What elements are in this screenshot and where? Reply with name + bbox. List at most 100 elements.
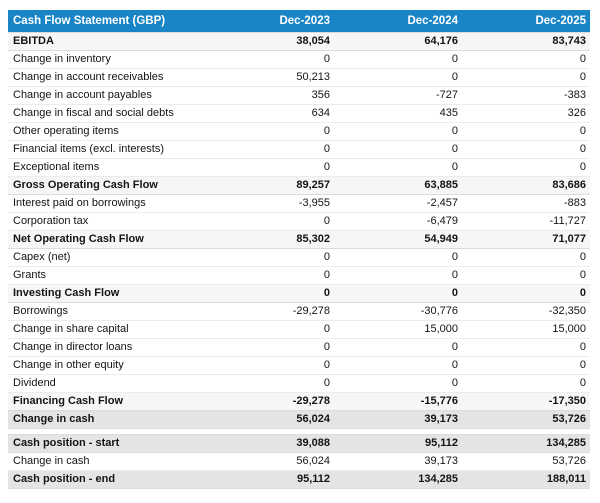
row-label: Exceptional items: [8, 158, 206, 177]
cell-value: 0: [334, 248, 462, 267]
cell-value: 0: [334, 266, 462, 285]
table-row: Change in inventory 0 0 0: [8, 50, 590, 69]
cell-value: -15,776: [334, 391, 462, 411]
table-row: Grants 0 0 0: [8, 266, 590, 285]
cell-value: 0: [206, 356, 334, 375]
cell-value: 0: [206, 320, 334, 339]
cell-value: 0: [206, 158, 334, 177]
cell-value: -383: [462, 86, 590, 105]
table-row: Capex (net) 0 0 0: [8, 248, 590, 267]
row-label: Interest paid on borrowings: [8, 194, 206, 213]
row-label: Dividend: [8, 374, 206, 393]
cell-value: 0: [462, 50, 590, 69]
cell-value: -6,479: [334, 212, 462, 231]
cell-value: 89,257: [206, 175, 334, 195]
spacer-cell: [8, 428, 590, 434]
cell-value: 39,173: [334, 452, 462, 471]
row-label: Borrowings: [8, 302, 206, 321]
cell-value: 64,176: [334, 31, 462, 51]
row-label: Change in fiscal and social debts: [8, 104, 206, 123]
cell-value: 0: [206, 266, 334, 285]
row-label: Change in account receivables: [8, 68, 206, 87]
table-row: Exceptional items 0 0 0: [8, 158, 590, 177]
cell-value: -17,350: [462, 391, 590, 411]
cell-value: 0: [334, 68, 462, 87]
cell-value: 0: [206, 122, 334, 141]
cell-value: 95,112: [206, 469, 334, 489]
table-row: Change in cash 56,024 39,173 53,726: [8, 409, 590, 429]
cell-value: 56,024: [206, 409, 334, 429]
table-row: Cash position - start 39,088 95,112 134,285: [8, 433, 590, 453]
cell-value: 0: [462, 248, 590, 267]
cell-value: 435: [334, 104, 462, 123]
table-row: EBITDA 38,054 64,176 83,743: [8, 31, 590, 51]
cell-value: 0: [462, 374, 590, 393]
cell-value: 54,949: [334, 229, 462, 249]
cell-value: 0: [462, 266, 590, 285]
row-label: Investing Cash Flow: [8, 283, 206, 303]
table-row: Gross Operating Cash Flow 89,257 63,885 83,…: [8, 175, 590, 195]
row-label: Change in cash: [8, 452, 206, 471]
cell-value: -30,776: [334, 302, 462, 321]
cell-value: 0: [462, 140, 590, 159]
cell-value: -2,457: [334, 194, 462, 213]
cell-value: -883: [462, 194, 590, 213]
cell-value: 0: [334, 158, 462, 177]
cell-value: 0: [334, 356, 462, 375]
cell-value: 0: [334, 50, 462, 69]
table-row: Financial items (excl. interests) 0 0 0: [8, 140, 590, 159]
row-label: EBITDA: [8, 31, 206, 51]
cell-value: 15,000: [462, 320, 590, 339]
row-label: Cash position - end: [8, 469, 206, 489]
cell-value: 0: [462, 356, 590, 375]
cell-value: 0: [462, 338, 590, 357]
cash-flow-statement-table: Cash Flow Statement (GBP) Dec-2023 Dec-2…: [8, 10, 590, 489]
cell-value: 0: [334, 283, 462, 303]
table-body: EBITDA 38,054 64,176 83,743 Change in invent…: [8, 31, 590, 489]
table-row: Cash position - end 95,112 134,285 188,011: [8, 469, 590, 489]
cell-value: 0: [206, 212, 334, 231]
cell-value: 50,213: [206, 68, 334, 87]
cell-value: 0: [206, 374, 334, 393]
cell-value: 63,885: [334, 175, 462, 195]
table-row: Dividend 0 0 0: [8, 374, 590, 393]
cell-value: 356: [206, 86, 334, 105]
cell-value: 0: [206, 248, 334, 267]
cell-value: 134,285: [334, 469, 462, 489]
cell-value: -29,278: [206, 391, 334, 411]
cell-value: -29,278: [206, 302, 334, 321]
cell-value: 634: [206, 104, 334, 123]
row-label: Change in share capital: [8, 320, 206, 339]
cell-value: 39,088: [206, 433, 334, 453]
row-label: Change in inventory: [8, 50, 206, 69]
table-row: Change in other equity 0 0 0: [8, 356, 590, 375]
row-label: Cash position - start: [8, 433, 206, 453]
table-header: Cash Flow Statement (GBP) Dec-2023 Dec-2…: [8, 10, 590, 32]
cell-value: 326: [462, 104, 590, 123]
row-label: Change in director loans: [8, 338, 206, 357]
table-row: Investing Cash Flow 0 0 0: [8, 283, 590, 303]
column-header-dec-2025: Dec-2025: [462, 10, 590, 32]
table-row: Other operating items 0 0 0: [8, 122, 590, 141]
table-row: Change in cash 56,024 39,173 53,726: [8, 452, 590, 471]
cell-value: 83,686: [462, 175, 590, 195]
cell-value: 0: [462, 68, 590, 87]
row-label: Other operating items: [8, 122, 206, 141]
table-row: Change in director loans 0 0 0: [8, 338, 590, 357]
cell-value: 0: [206, 338, 334, 357]
cell-value: 134,285: [462, 433, 590, 453]
row-label: Change in account payables: [8, 86, 206, 105]
cell-value: -32,350: [462, 302, 590, 321]
table-row: Interest paid on borrowings -3,955 -2,457-…: [8, 194, 590, 213]
table-row: Corporation tax 0 -6,479 -11,727: [8, 212, 590, 231]
cell-value: 71,077: [462, 229, 590, 249]
cash-flow-statement-panel: Cash Flow Statement (GBP) Dec-2023 Dec-2…: [8, 10, 590, 489]
cell-value: 95,112: [334, 433, 462, 453]
row-label: Change in other equity: [8, 356, 206, 375]
table-row: Borrowings -29,278 -30,776 -32,350: [8, 302, 590, 321]
table-row: Net Operating Cash Flow 85,302 54,949 71,07…: [8, 229, 590, 249]
row-label: Gross Operating Cash Flow: [8, 175, 206, 195]
cell-value: 0: [462, 283, 590, 303]
cell-value: 0: [206, 283, 334, 303]
cell-value: 53,726: [462, 409, 590, 429]
